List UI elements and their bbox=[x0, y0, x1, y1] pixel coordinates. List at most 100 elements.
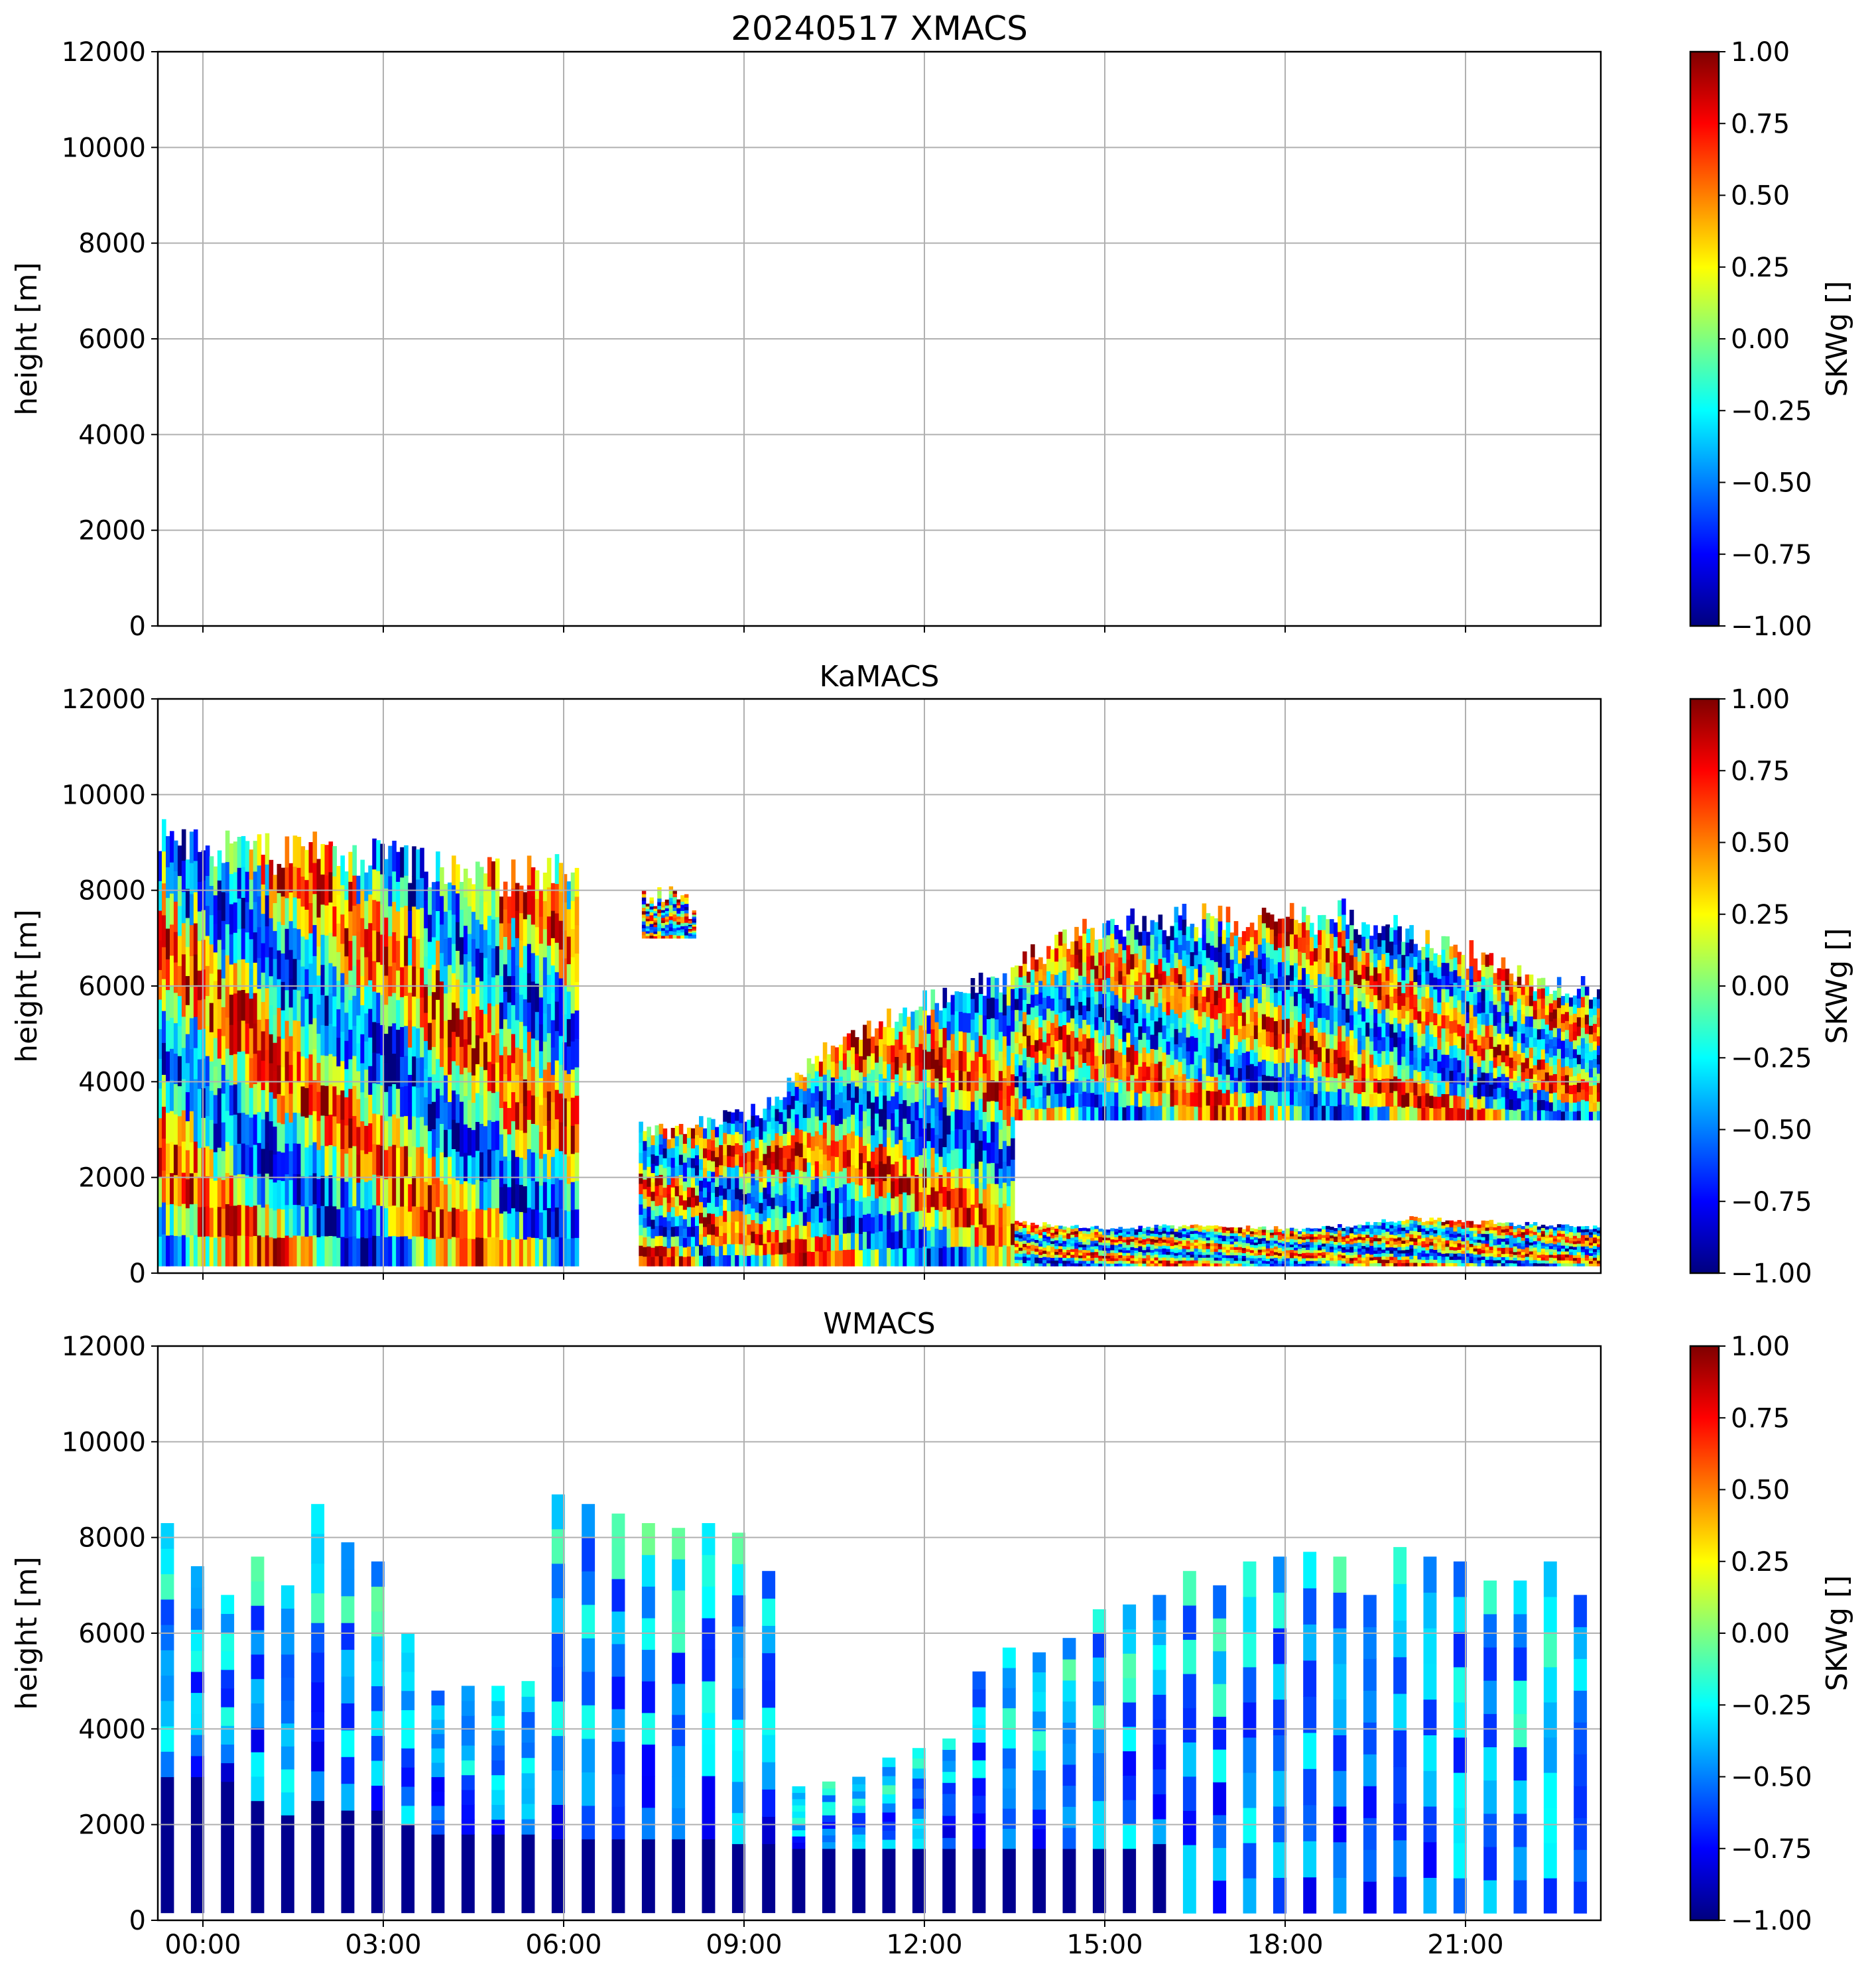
cbtick-label-0: 1.00 bbox=[1731, 684, 1790, 715]
ytick-label-0: 0 bbox=[129, 1906, 146, 1936]
colorbar-2-label: SKWg [] bbox=[1820, 1575, 1854, 1692]
colorbar-1-bar bbox=[1689, 698, 1720, 1274]
stripe-17 bbox=[672, 1528, 686, 1914]
stripe-30 bbox=[1062, 1638, 1076, 1914]
data-region-4 bbox=[1015, 898, 1601, 1121]
stripe-8 bbox=[401, 1633, 415, 1914]
panel-1-ylabel: height [m] bbox=[10, 909, 44, 1062]
ytick-label-2: 4000 bbox=[78, 420, 146, 450]
stripe-37 bbox=[1273, 1556, 1286, 1914]
panel-2-data bbox=[160, 1494, 1588, 1914]
xtick-label-1: 03:00 bbox=[345, 1930, 421, 1960]
colorbar-0-ticks: 1.00 0.75 0.50 0.25 0.00 −0.25 −0.50 −0.75 −1.00 bbox=[1719, 37, 1812, 642]
stripe-10 bbox=[461, 1686, 475, 1914]
stripe-22 bbox=[822, 1781, 836, 1914]
xtick-label-2: 06:00 bbox=[525, 1930, 601, 1960]
panel-1-xticks bbox=[202, 1273, 1466, 1280]
stripe-36 bbox=[1243, 1561, 1257, 1914]
stripe-23 bbox=[852, 1776, 866, 1914]
colorbar-0-label: SKWg [] bbox=[1820, 281, 1854, 397]
xtick-label-5: 15:00 bbox=[1066, 1930, 1143, 1960]
panel-0-ylabel: height [m] bbox=[10, 262, 44, 415]
stripe-14 bbox=[582, 1504, 595, 1914]
panel-wmacs: WMACS 0 2000 4000 6000 8000 10000 12000 00:00 0… bbox=[10, 1307, 1854, 1960]
cbtick-label-1: 0.75 bbox=[1731, 109, 1790, 139]
stripe-5 bbox=[311, 1504, 325, 1914]
cbtick-label-8: −1.00 bbox=[1731, 611, 1812, 642]
data-region-2 bbox=[641, 886, 696, 939]
stripe-2 bbox=[221, 1595, 235, 1914]
ytick-label-3: 6000 bbox=[78, 1619, 146, 1649]
colorbar-0-bar bbox=[1689, 50, 1720, 627]
ytick-label-3: 6000 bbox=[78, 324, 146, 355]
ytick-label-2: 4000 bbox=[78, 1067, 146, 1097]
ytick-label-1: 2000 bbox=[78, 1163, 146, 1194]
stripe-34 bbox=[1182, 1571, 1196, 1914]
stripe-32 bbox=[1123, 1604, 1137, 1914]
cbtick-label-0: 1.00 bbox=[1731, 37, 1790, 68]
cbtick-label-6: −0.50 bbox=[1731, 468, 1812, 499]
data-region-0 bbox=[158, 819, 580, 1266]
colorbar-2-bar bbox=[1689, 1345, 1720, 1922]
xtick-label-7: 21:00 bbox=[1427, 1930, 1503, 1960]
colorbar-2-ticks: 1.00 0.75 0.50 0.25 0.00 −0.25 −0.50 −0.75 −1.00 bbox=[1719, 1331, 1812, 1936]
stripe-42 bbox=[1423, 1556, 1437, 1914]
cbtick-label-2: 0.50 bbox=[1731, 1475, 1790, 1506]
stripe-15 bbox=[611, 1513, 625, 1914]
stripe-20 bbox=[762, 1571, 776, 1914]
stripe-11 bbox=[491, 1686, 505, 1914]
stripe-1 bbox=[190, 1566, 204, 1914]
stripe-4 bbox=[281, 1585, 294, 1914]
panel-1-title: KaMACS bbox=[820, 660, 940, 694]
stripe-35 bbox=[1213, 1585, 1227, 1914]
cbtick-label-7: −0.75 bbox=[1731, 540, 1812, 570]
stripe-3 bbox=[251, 1556, 265, 1914]
stripe-40 bbox=[1363, 1595, 1377, 1914]
ytick-label-6: 12000 bbox=[62, 684, 146, 715]
cbtick-label-6: −0.50 bbox=[1731, 1762, 1812, 1793]
ytick-label-5: 10000 bbox=[62, 1427, 146, 1457]
cbtick-label-8: −1.00 bbox=[1731, 1259, 1812, 1289]
panel-1-colorbar: 1.00 0.75 0.50 0.25 0.00 −0.25 −0.50 −0.75 −1.00… bbox=[1689, 684, 1854, 1289]
cbtick-label-3: 0.25 bbox=[1731, 900, 1790, 930]
ytick-label-4: 8000 bbox=[78, 1523, 146, 1554]
cbtick-label-5: −0.25 bbox=[1731, 396, 1812, 426]
panel-1-data bbox=[158, 819, 1601, 1266]
panel-2-title: WMACS bbox=[823, 1307, 935, 1341]
xtick-label-0: 00:00 bbox=[164, 1930, 241, 1960]
stripe-43 bbox=[1453, 1561, 1467, 1914]
suptitle: 20240517 XMACS bbox=[731, 9, 1028, 48]
ytick-label-0: 0 bbox=[129, 1259, 146, 1289]
ytick-label-1: 2000 bbox=[78, 1810, 146, 1841]
stripe-39 bbox=[1333, 1556, 1347, 1914]
stripe-7 bbox=[371, 1561, 385, 1914]
data-region-3 bbox=[699, 967, 1015, 1266]
ytick-label-2: 4000 bbox=[78, 1714, 146, 1745]
xtick-label-4: 12:00 bbox=[886, 1930, 962, 1960]
ytick-label-1: 2000 bbox=[78, 516, 146, 546]
ytick-label-6: 12000 bbox=[62, 1331, 146, 1362]
cbtick-label-7: −0.75 bbox=[1731, 1834, 1812, 1865]
stripe-6 bbox=[341, 1542, 355, 1914]
stripe-19 bbox=[731, 1532, 745, 1914]
stripe-13 bbox=[551, 1494, 565, 1914]
colorbar-1-label: SKWg [] bbox=[1820, 928, 1854, 1044]
stripe-24 bbox=[882, 1757, 896, 1914]
panel-0-yticks: 0 2000 4000 6000 8000 10000 12000 bbox=[62, 37, 158, 642]
stripe-29 bbox=[1032, 1652, 1046, 1914]
cbtick-label-4: 0.00 bbox=[1731, 324, 1790, 355]
stripe-46 bbox=[1543, 1561, 1557, 1914]
stripe-41 bbox=[1393, 1547, 1407, 1914]
stripe-47 bbox=[1574, 1595, 1588, 1914]
panel-2-colorbar: 1.00 0.75 0.50 0.25 0.00 −0.25 −0.50 −0.75 −1.00… bbox=[1689, 1331, 1854, 1936]
colorbar-1-ticks: 1.00 0.75 0.50 0.25 0.00 −0.25 −0.50 −0.75 −1.00 bbox=[1719, 684, 1812, 1289]
stripe-21 bbox=[792, 1786, 806, 1914]
cbtick-label-5: −0.25 bbox=[1731, 1690, 1812, 1721]
data-region-5 bbox=[1015, 1216, 1601, 1266]
ytick-label-6: 12000 bbox=[62, 37, 146, 68]
stripe-27 bbox=[972, 1671, 986, 1914]
cbtick-label-8: −1.00 bbox=[1731, 1906, 1812, 1936]
cbtick-label-1: 0.75 bbox=[1731, 1403, 1790, 1434]
panel-0-grid bbox=[158, 51, 1601, 627]
